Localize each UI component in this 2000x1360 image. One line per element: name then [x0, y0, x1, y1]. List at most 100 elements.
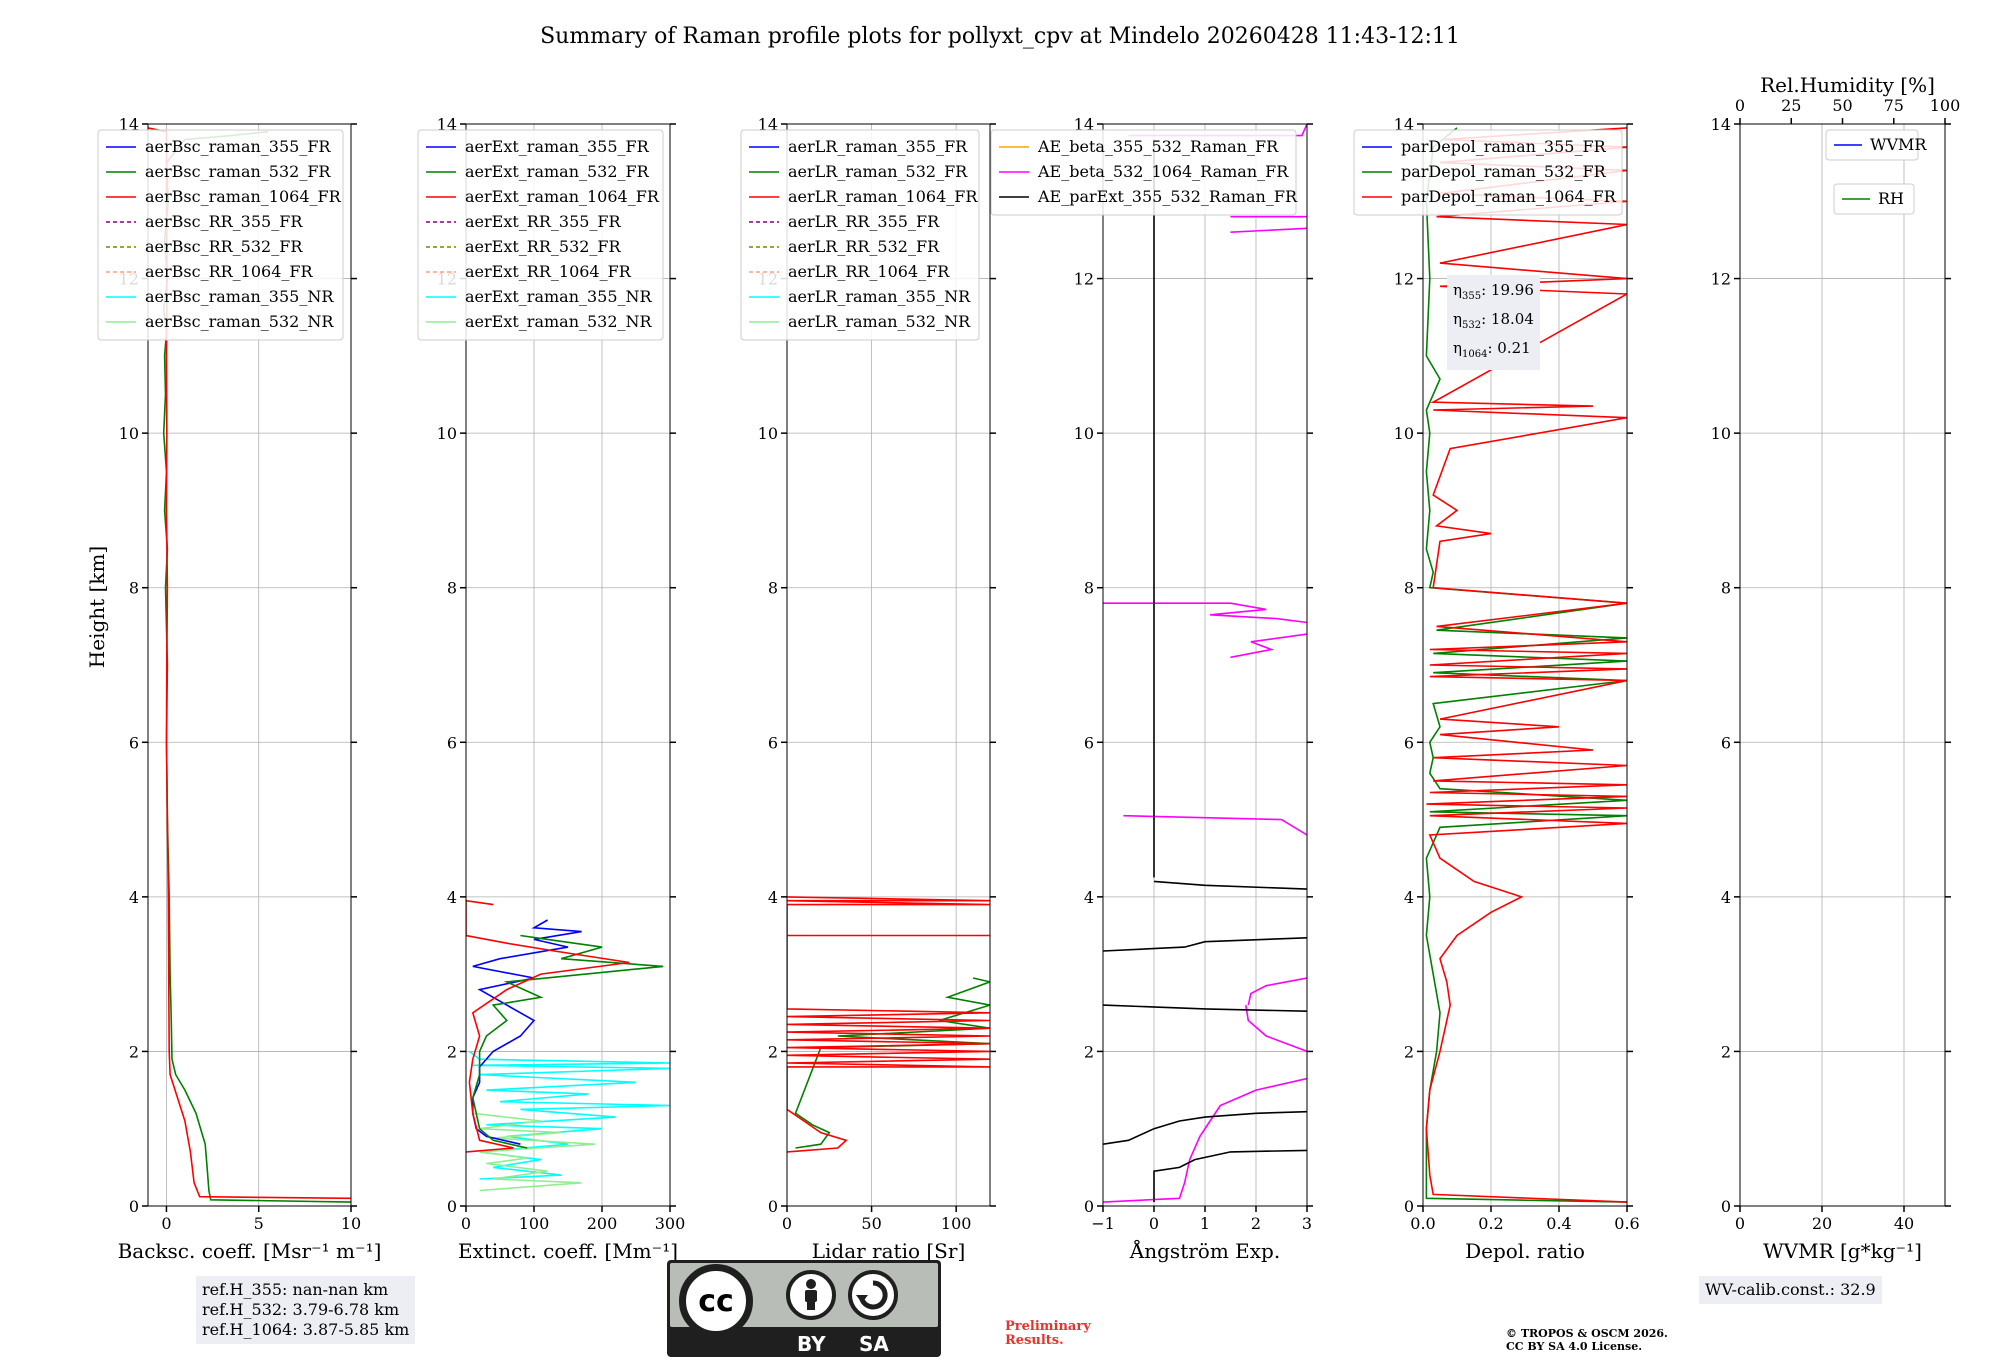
x-tick-label: 300 — [655, 1214, 686, 1233]
top-tick-label: 25 — [1781, 96, 1801, 115]
legend-label-pardepol-raman-1064-fr: parDepol_raman_1064_FR — [1401, 187, 1617, 206]
series-ae-parext-355-532-raman-fr-segment — [1103, 1004, 1307, 1012]
x-tick-label: 100 — [941, 1214, 972, 1233]
y-tick-label: 8 — [447, 579, 457, 598]
series-group — [787, 896, 990, 1153]
eta-532: η532: 18.04 — [1453, 310, 1534, 331]
legend-label-aerlr-raman-1064-fr: aerLR_raman_1064_FR — [788, 187, 978, 206]
y-tick-label: 2 — [129, 1042, 139, 1061]
x-axis-label: Ångström Exp. — [1129, 1238, 1280, 1263]
legend-label-aerbsc-raman-1064-fr: aerBsc_raman_1064_FR — [145, 187, 342, 206]
legend-label-aerlr-raman-355-fr: aerLR_raman_355_FR — [788, 137, 968, 156]
axes-frame — [147, 123, 352, 1207]
x-tick-label: 0 — [461, 1214, 471, 1233]
legend-label-aerext-rr-532-fr: aerExt_RR_532_FR — [465, 237, 622, 256]
series-pardepol-raman-532-fr — [1425, 127, 1627, 1203]
legend-box — [1353, 129, 1623, 216]
copyright-note: © TROPOS & OSCM 2026. CC BY SA 4.0 Licen… — [1506, 1327, 1668, 1353]
x-tick-label: 10 — [341, 1214, 361, 1233]
legend-label-rh: RH — [1878, 189, 1904, 208]
series-ae-beta-532-1064-raman-fr-segment — [1103, 602, 1307, 624]
top-axis-label: Rel.Humidity [%] — [1760, 73, 1935, 97]
top-tick-label: 75 — [1884, 96, 1904, 115]
wv-calib-const: WV-calib.const.: 32.9 — [1705, 1280, 1876, 1299]
series-pardepol-raman-1064-fr — [1425, 127, 1627, 1203]
x-axis-label: Depol. ratio — [1465, 1239, 1585, 1263]
legend-label-ae-beta-532-1064-raman-fr: AE_beta_532_1064_Raman_FR — [1037, 162, 1289, 181]
legend-label-aerbsc-raman-355-nr: aerBsc_raman_355_NR — [145, 287, 334, 306]
legend-label-aerlr-rr-532-fr: aerLR_RR_532_FR — [788, 237, 940, 256]
legend-box — [417, 129, 664, 341]
by-label: BY — [797, 1332, 826, 1356]
y-tick-label: 8 — [1721, 579, 1731, 598]
series-ae-beta-532-1064-raman-fr — [1103, 1077, 1307, 1203]
series-ae-beta-532-1064-raman-fr-segment — [1247, 977, 1307, 1006]
series-group — [466, 899, 670, 1192]
y-tick-label: 8 — [1404, 579, 1414, 598]
legend-label-aerlr-raman-532-fr: aerLR_raman_532_FR — [788, 162, 968, 181]
x-tick-label: 0 — [1735, 1214, 1745, 1233]
x-tick-label: 40 — [1894, 1214, 1914, 1233]
y-tick-label: 14 — [1394, 115, 1414, 134]
y-tick-label: 14 — [758, 115, 778, 134]
x-axis-label: Backsc. coeff. [Msr⁻¹ m⁻¹] — [118, 1239, 382, 1263]
legend-label-aerext-raman-355-nr: aerExt_raman_355_NR — [465, 287, 653, 306]
y-tick-label: 2 — [1721, 1042, 1731, 1061]
y-tick-label: 12 — [1711, 270, 1731, 289]
y-tick-label: 6 — [1404, 733, 1414, 752]
legend-label-wvmr: WVMR — [1870, 135, 1927, 154]
cc-license-badge: cc BY SA — [667, 1260, 941, 1357]
figure-title: Summary of Raman profile plots for polly… — [540, 24, 1460, 49]
y-tick-label: 10 — [758, 424, 778, 443]
x-tick-label: 0.4 — [1546, 1214, 1571, 1233]
x-tick-label: 5 — [254, 1214, 264, 1233]
legend-label-ae-beta-355-532-raman-fr: AE_beta_355_532_Raman_FR — [1037, 137, 1279, 156]
ref-height-532: ref.H_532: 3.79-6.78 km — [202, 1300, 400, 1319]
series-aerlr-raman-532-fr — [794, 977, 990, 1149]
y-tick-label: 14 — [437, 115, 457, 134]
panel-lr: 02468101214050100Lidar ratio [Sr]aerLR_r… — [740, 115, 996, 1263]
legend-label-aerext-rr-355-fr: aerExt_RR_355_FR — [465, 212, 622, 231]
panel-depol: 0 2 4 6 8 10 12 14 0.0 0.2 0.4 0.6 Depol. ratio parDe… — [1353, 115, 1640, 1263]
top-tick-label: 0 — [1735, 96, 1745, 115]
top-tick-label: 50 — [1832, 96, 1852, 115]
y-tick-label: 12 — [1394, 270, 1414, 289]
y-tick-label: 2 — [768, 1042, 778, 1061]
sa-share-icon — [848, 1270, 898, 1320]
y-tick-label: 14 — [119, 115, 139, 134]
y-tick-label: 8 — [768, 579, 778, 598]
y-tick-label: 0 — [1721, 1197, 1731, 1216]
y-tick-label: 10 — [1394, 424, 1414, 443]
y-tick-label: 6 — [1084, 733, 1094, 752]
panel-bsc: 024681012140510Backsc. coeff. [Msr⁻¹ m⁻¹… — [97, 115, 382, 1263]
legend-label-aerext-raman-1064-fr: aerExt_raman_1064_FR — [465, 187, 660, 206]
y-tick-label: 4 — [447, 888, 457, 907]
y-tick-label: 0 — [768, 1197, 778, 1216]
by-person-icon — [786, 1270, 836, 1320]
y-tick-label: 2 — [447, 1042, 457, 1061]
y-tick-label: 14 — [1074, 115, 1094, 134]
legend-label-aerbsc-rr-355-fr: aerBsc_RR_355_FR — [145, 212, 303, 231]
y-tick-label: 0 — [1084, 1197, 1094, 1216]
legend-label-aerext-raman-355-fr: aerExt_raman_355_FR — [465, 137, 650, 156]
y-tick-label: 12 — [1074, 270, 1094, 289]
panel-ext: 024681012140100200300Extinct. coeff. [Mm… — [417, 115, 686, 1263]
legend-label-aerlr-rr-1064-fr: aerLR_RR_1064_FR — [788, 262, 950, 281]
y-tick-label: 10 — [1074, 424, 1094, 443]
axes-frame — [786, 123, 991, 1207]
y-tick-label: 2 — [1404, 1042, 1414, 1061]
y-tick-label: 6 — [447, 733, 457, 752]
y-tick-label: 14 — [1711, 115, 1731, 134]
top-tick-label: 100 — [1930, 96, 1961, 115]
series-ae-parext-355-532-raman-fr-segment — [1153, 1149, 1307, 1203]
series-group — [1103, 124, 1307, 1203]
x-tick-label: 3 — [1302, 1214, 1312, 1233]
y-tick-label: 10 — [437, 424, 457, 443]
x-tick-label: 100 — [519, 1214, 550, 1233]
x-axis-label: Lidar ratio [Sr] — [812, 1239, 966, 1263]
legend-label-aerlr-raman-532-nr: aerLR_raman_532_NR — [788, 312, 971, 331]
series-ae-beta-532-1064-raman-fr-segment — [1230, 633, 1307, 659]
ref-height-355: ref.H_355: nan-nan km — [202, 1280, 389, 1299]
y-tick-label: 8 — [129, 579, 139, 598]
